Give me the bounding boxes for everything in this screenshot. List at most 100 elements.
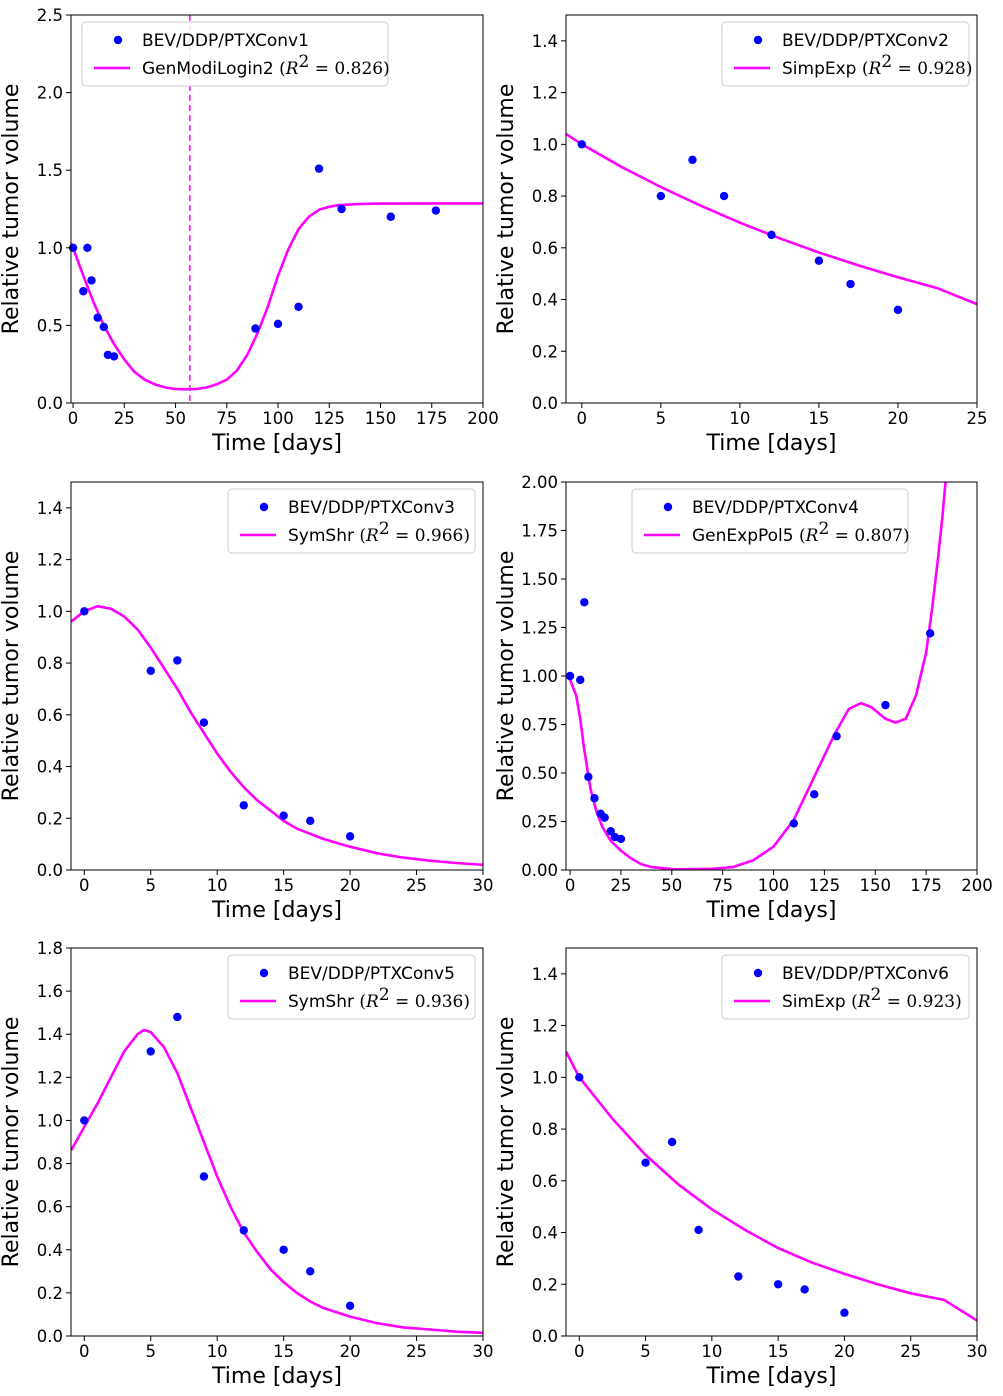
data-point (386, 212, 395, 221)
legend-box (227, 488, 476, 554)
axes-frame (70, 14, 484, 404)
y-tick-label: 1.4 (532, 32, 558, 51)
data-point (616, 834, 626, 844)
legend-label-fit: SimpExp (R2 = 0.928) (782, 52, 973, 79)
x-tick-label: 30 (473, 876, 494, 895)
x-tick-label: 100 (262, 409, 294, 428)
r2-open: ( (799, 526, 806, 546)
data-point (93, 313, 102, 322)
y-tick-label: 1.0 (37, 602, 63, 621)
y-tick-label: 0.0 (532, 1327, 558, 1346)
y-tick-label: 0.2 (37, 1284, 63, 1303)
x-tick-label: 50 (661, 876, 682, 895)
y-tick-label: 0.6 (532, 239, 558, 258)
y-tick-label: 1.0 (37, 239, 63, 258)
y-tick-label: 1.00 (521, 667, 558, 686)
legend-marker-data (663, 502, 673, 512)
x-tick-label: 30 (473, 1342, 494, 1361)
data-point (565, 671, 575, 681)
y-axis-label: Relative tumor volume (494, 551, 519, 802)
data-point (87, 276, 96, 285)
x-tick-label: 10 (207, 876, 228, 895)
r2-symbol: R (868, 59, 882, 79)
data-point (279, 1245, 288, 1254)
y-tick-label: 1.4 (532, 965, 558, 984)
chart-panel-1: 0 25 50 75 100 125 150 175 200 0.0 0.5 1.0 1.5 2.0 2.5… (0, 6, 499, 456)
x-tick-label: 150 (860, 876, 892, 895)
data-point (577, 140, 587, 149)
data-point (719, 191, 729, 201)
chart-panel-4: 0 25 50 75 100 125 150 175 200 0.00 0.25 0.50 0.75 1.… (494, 473, 993, 923)
fit-model-name: SimpExp (782, 59, 862, 79)
y-tick-label: 1.4 (37, 499, 63, 518)
chart-panel-6: 0 5 10 15 20 25 30 0.0 0.2 0.4 0.6 0.8 1.0 1.2 1.4 Time… (494, 947, 988, 1389)
x-tick-label: 25 (406, 1342, 427, 1361)
x-tick-label: 50 (165, 409, 186, 428)
legend-box (81, 21, 389, 87)
x-tick-label: 25 (967, 409, 988, 428)
legend-box (227, 954, 476, 1020)
y-tick-label: 0.5 (37, 316, 63, 335)
x-tick-label: 0 (79, 1342, 90, 1361)
x-axis-label: Time [days] (211, 1364, 342, 1389)
y-tick-label: 2.00 (521, 473, 558, 492)
r2-value: = 0.966) (390, 526, 470, 546)
y-tick-label: 2.0 (37, 84, 63, 103)
chart-panel-3: 0 5 10 15 20 25 30 0.0 0.2 0.4 0.6 0.8 1.0 1.2 1.4 Time… (0, 481, 494, 923)
legend-marker-data (113, 35, 123, 45)
r2-exponent: 2 (818, 519, 829, 539)
fit-curve (71, 604, 483, 867)
y-tick-label: 1.5 (37, 161, 63, 180)
r2-symbol: R (285, 59, 299, 79)
x-tick-label: 15 (808, 409, 829, 428)
y-tick-label: 1.2 (532, 84, 558, 103)
y-tick-label: 0.8 (532, 187, 558, 206)
legend-label-data: BEV/DDP/PTXConv3 (288, 498, 455, 518)
r2-value: = 0.928) (892, 59, 972, 79)
data-point (273, 319, 283, 329)
data-point (606, 827, 615, 836)
y-tick-label: 0.25 (521, 813, 558, 832)
x-tick-label: 75 (216, 409, 237, 428)
r2-open: ( (279, 59, 286, 79)
legend-box (631, 488, 909, 554)
y-tick-label: 1.0 (37, 1111, 63, 1130)
r2-exponent: 2 (379, 519, 390, 539)
data-point (83, 243, 92, 252)
x-tick-label: 0 (565, 876, 576, 895)
fit-curve (71, 202, 483, 391)
data-point (173, 1012, 182, 1022)
y-tick-label: 0.0 (532, 394, 558, 413)
x-tick-label: 25 (406, 876, 427, 895)
x-tick-label: 20 (340, 876, 361, 895)
data-point (590, 794, 599, 803)
axes-frame (70, 481, 484, 871)
y-tick-label: 0.4 (532, 1224, 558, 1243)
y-axis-label: Relative tumor volume (494, 84, 519, 335)
legend-marker-data (259, 968, 269, 978)
data-point (734, 1272, 743, 1281)
legend-box (721, 21, 970, 87)
y-tick-label: 0.6 (37, 1198, 63, 1217)
chart-panel-5: 0 5 10 15 20 25 30 0.0 0.2 0.4 0.6 0.8 1.0 1.2 1.4 1.6 1… (0, 939, 494, 1389)
fit-model-name: SymShr (288, 992, 359, 1012)
data-point (810, 790, 819, 799)
data-point (345, 832, 355, 841)
y-tick-label: 2.5 (37, 6, 63, 25)
r2-value: = 0.826) (309, 59, 389, 79)
r2-open: ( (862, 59, 869, 79)
fit-model-name: SymShr (288, 526, 359, 546)
data-point (431, 206, 441, 215)
data-point (881, 700, 890, 710)
x-axis-label: Time [days] (211, 431, 342, 456)
data-point (667, 1137, 677, 1147)
legend-label-fit: SimExp (R2 = 0.923) (782, 985, 962, 1012)
y-tick-label: 1.0 (532, 135, 558, 154)
x-tick-label: 30 (967, 1342, 988, 1361)
r2-symbol: R (857, 992, 871, 1012)
x-tick-label: 5 (656, 409, 667, 428)
